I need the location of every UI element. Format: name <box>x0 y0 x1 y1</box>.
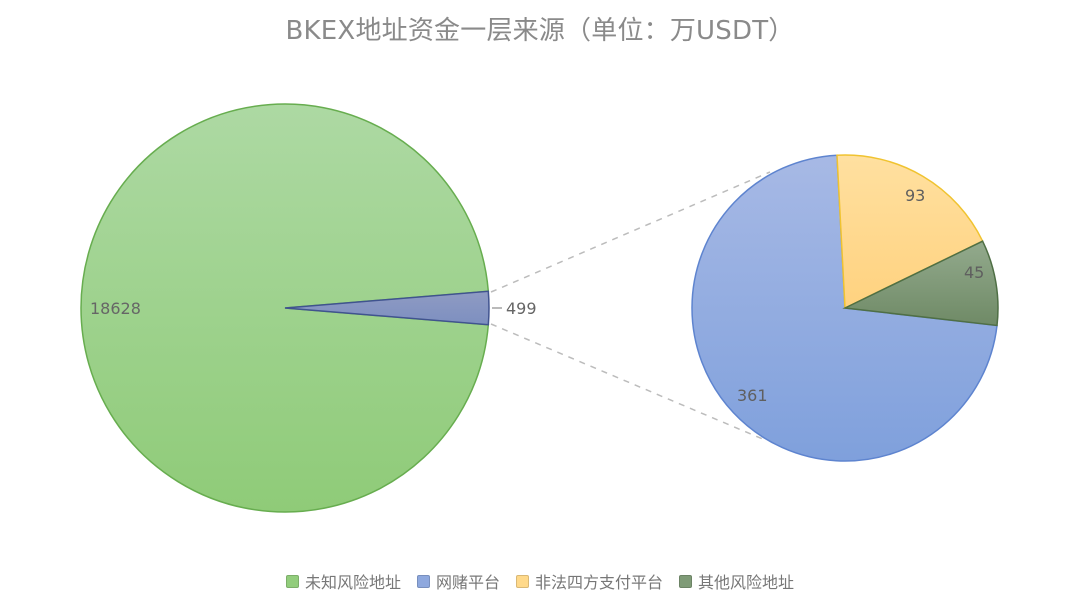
detail-pie-label-other-risk: 45 <box>964 263 984 282</box>
legend-swatch <box>679 574 693 588</box>
legend-label: 未知风险地址 <box>304 573 401 592</box>
legend-item-other-risk: 其他风险地址 <box>679 569 794 593</box>
legend-label: 网赌平台 <box>435 573 500 592</box>
legend-item-unknown-risk: 未知风险地址 <box>285 569 401 593</box>
main-pie-slice-unknown-risk <box>80 103 490 513</box>
legend-label: 其他风险地址 <box>698 573 795 592</box>
chart-title: BKEX地址资金一层来源（单位：万USDT） <box>285 16 795 46</box>
legend-item-illegal-payment-platform: 非法四方支付平台 <box>516 569 663 593</box>
legend: 未知风险地址 网赌平台 非法四方支付平台 其他风险地址 <box>0 569 1080 593</box>
main-pie-slice-risk-sources <box>284 290 490 326</box>
detail-pie-label-illegal-payment-platform: 93 <box>905 186 925 205</box>
legend-item-gambling-platform: 网赌平台 <box>416 569 500 593</box>
connector-line-top <box>490 171 771 293</box>
main-pie-label-risk-sources: 499 <box>506 299 537 318</box>
detail-pie-slice-illegal-payment-platform <box>836 154 984 310</box>
detail-pie-label-gambling-platform: 361 <box>737 386 768 405</box>
legend-label: 非法四方支付平台 <box>535 573 664 592</box>
legend-swatch <box>416 574 430 588</box>
connector-line-bottom <box>490 323 766 441</box>
legend-swatch <box>516 574 529 588</box>
main-pie-label-unknown-risk: 18628 <box>90 299 141 318</box>
detail-pie-slice-other-risk <box>842 240 999 327</box>
legend-swatch <box>285 574 299 588</box>
